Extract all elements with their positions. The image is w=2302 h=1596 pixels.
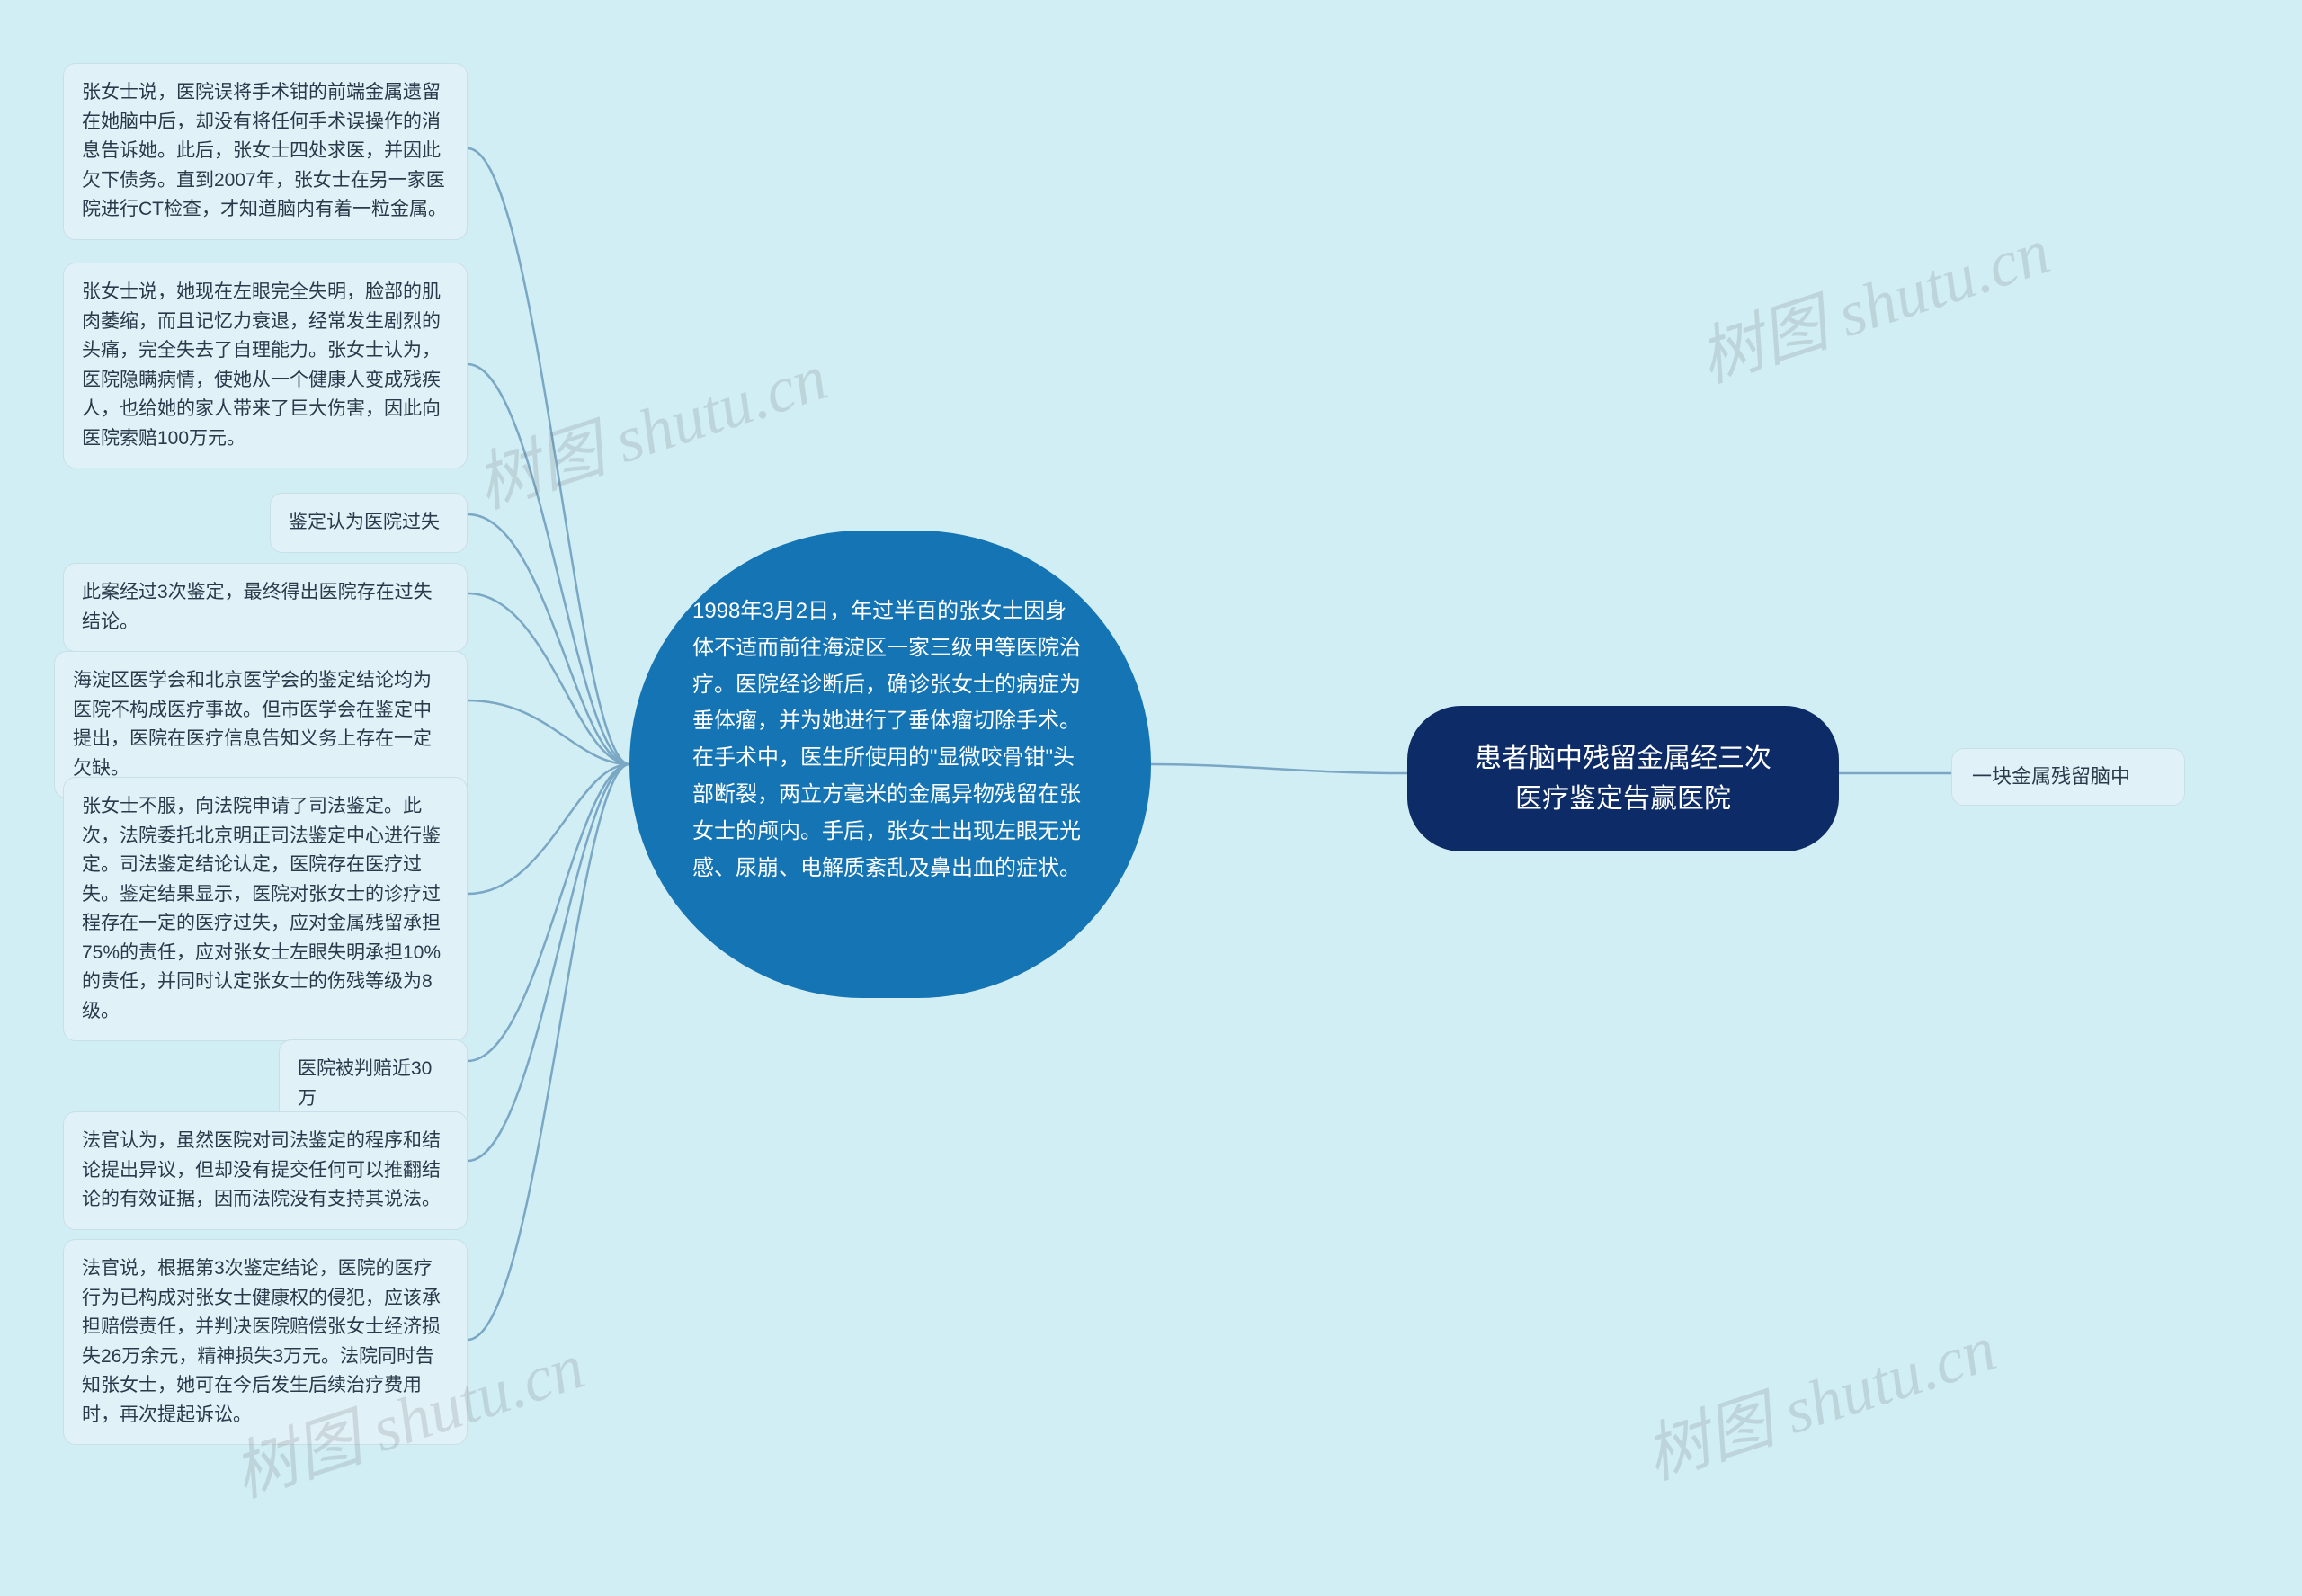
left-leaf-text: 法官说，根据第3次鉴定结论，医院的医疗行为已构成对张女士健康权的侵犯，应该承担赔… bbox=[82, 1258, 441, 1425]
watermark: 树图 shutu.cn bbox=[462, 324, 837, 526]
left-leaf-7[interactable]: 法官认为，虽然医院对司法鉴定的程序和结论提出异议，但却没有提交任何可以推翻结论的… bbox=[63, 1111, 468, 1230]
left-leaf-text: 法官认为，虽然医院对司法鉴定的程序和结论提出异议，但却没有提交任何可以推翻结论的… bbox=[82, 1130, 441, 1209]
left-leaf-8[interactable]: 法官说，根据第3次鉴定结论，医院的医疗行为已构成对张女士健康权的侵犯，应该承担赔… bbox=[63, 1239, 468, 1445]
center-title-line2: 医疗鉴定告赢医院 bbox=[1447, 779, 1799, 819]
watermark: 树图 shutu.cn bbox=[1685, 198, 2060, 400]
right-leaf[interactable]: 一块金属残留脑中 bbox=[1951, 748, 2185, 806]
left-leaf-1[interactable]: 张女士说，她现在左眼完全失明，脸部的肌肉萎缩，而且记忆力衰退，经常发生剧烈的头痛… bbox=[63, 263, 468, 468]
left-leaf-text: 张女士说，她现在左眼完全失明，脸部的肌肉萎缩，而且记忆力衰退，经常发生剧烈的头痛… bbox=[82, 281, 441, 449]
left-leaf-text: 鉴定认为医院过失 bbox=[289, 512, 440, 532]
left-leaf-text: 张女士不服，向法院申请了司法鉴定。此次，法院委托北京明正司法鉴定中心进行鉴定。司… bbox=[82, 796, 441, 1021]
center-title-line1: 患者脑中残留金属经三次 bbox=[1447, 738, 1799, 779]
left-leaf-text: 此案经过3次鉴定，最终得出医院存在过失结论。 bbox=[82, 582, 433, 632]
left-leaf-text: 医院被判赔近30万 bbox=[298, 1058, 432, 1109]
right-leaf-label: 一块金属残留脑中 bbox=[1972, 765, 2130, 788]
center-node[interactable]: 患者脑中残留金属经三次 医疗鉴定告赢医院 bbox=[1407, 706, 1839, 851]
left-leaf-5[interactable]: 张女士不服，向法院申请了司法鉴定。此次，法院委托北京明正司法鉴定中心进行鉴定。司… bbox=[63, 777, 468, 1041]
main-node-text: 1998年3月2日，年过半百的张女士因身体不适而前往海淀区一家三级甲等医院治疗。… bbox=[692, 593, 1088, 887]
left-leaf-0[interactable]: 张女士说，医院误将手术钳的前端金属遗留在她脑中后，却没有将任何手术误操作的消息告… bbox=[63, 63, 468, 240]
left-leaf-2[interactable]: 鉴定认为医院过失 bbox=[270, 493, 468, 553]
watermark: 树图 shutu.cn bbox=[1631, 1295, 2006, 1497]
main-node[interactable]: 1998年3月2日，年过半百的张女士因身体不适而前往海淀区一家三级甲等医院治疗。… bbox=[629, 531, 1151, 998]
left-leaf-text: 海淀区医学会和北京医学会的鉴定结论均为医院不构成医疗事故。但市医学会在鉴定中提出… bbox=[73, 670, 432, 779]
left-leaf-3[interactable]: 此案经过3次鉴定，最终得出医院存在过失结论。 bbox=[63, 563, 468, 652]
left-leaf-text: 张女士说，医院误将手术钳的前端金属遗留在她脑中后，却没有将任何手术误操作的消息告… bbox=[82, 82, 447, 219]
